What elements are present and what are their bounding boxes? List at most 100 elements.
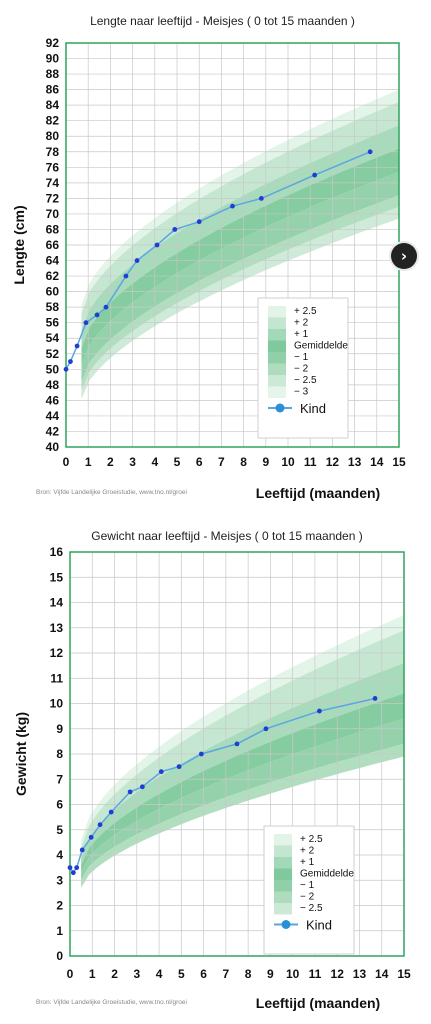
next-chart-button[interactable]: › <box>391 243 417 269</box>
y-tick-label: 44 <box>46 409 60 423</box>
reference-band <box>81 172 399 382</box>
chart-title: Gewicht naar leeftijd - Meisjes ( 0 tot … <box>91 529 362 543</box>
kind-point <box>108 809 114 815</box>
kind-point <box>312 172 318 178</box>
y-tick-label: 86 <box>46 83 60 97</box>
y-tick-label: 84 <box>46 98 60 112</box>
x-tick-label: 9 <box>267 967 274 981</box>
y-tick-label: 80 <box>46 129 60 143</box>
y-axis-label: Lengte (cm) <box>11 205 27 284</box>
y-tick-label: 76 <box>46 160 60 174</box>
y-tick-label: 4 <box>56 848 63 862</box>
x-tick-label: 2 <box>111 967 118 981</box>
reference-band <box>81 125 399 348</box>
legend-kind-dot <box>275 403 285 413</box>
reference-band <box>81 615 404 848</box>
y-tick-label: 7 <box>56 772 63 786</box>
kind-point <box>172 227 178 232</box>
y-tick-label: 1 <box>56 924 63 938</box>
kind-point <box>74 343 80 349</box>
x-tick-label: 6 <box>200 967 207 981</box>
source-note: Bron: Vijfde Landelijke Groeistudie, www… <box>36 489 187 496</box>
x-tick-label: 12 <box>326 455 340 469</box>
y-axis-label: Gewicht (kg) <box>13 712 29 796</box>
x-tick-label: 3 <box>133 967 140 981</box>
x-tick-label: 15 <box>397 967 411 981</box>
x-tick-label: 14 <box>375 967 389 981</box>
kind-point <box>316 708 322 714</box>
kind-point <box>127 789 133 795</box>
legend-kind-label: Kind <box>300 401 326 416</box>
plot-frame <box>69 551 405 957</box>
legend-entry: + 1 <box>300 857 315 868</box>
reference-band <box>81 89 399 314</box>
legend-entry: − 3 <box>294 387 309 398</box>
reference-band <box>81 630 404 858</box>
y-tick-label: 66 <box>46 238 60 252</box>
kind-point <box>367 149 373 155</box>
reference-band <box>81 743 404 888</box>
kind-point <box>234 741 240 747</box>
y-tick-label: 9 <box>56 722 63 736</box>
chevron-right-icon: › <box>400 247 408 265</box>
kind-point <box>198 751 204 757</box>
y-tick-label: 3 <box>56 873 63 887</box>
x-tick-label: 15 <box>392 455 406 469</box>
x-tick-label: 7 <box>223 967 230 981</box>
y-tick-label: 62 <box>46 269 60 283</box>
legend-entry: − 1 <box>294 352 309 363</box>
legend-entry: − 2.5 <box>300 903 323 914</box>
y-tick-label: 74 <box>46 176 60 190</box>
x-tick-label: 1 <box>85 455 92 469</box>
legend-swatch <box>268 363 286 375</box>
x-tick-label: 10 <box>281 455 295 469</box>
x-tick-label: 4 <box>151 455 158 469</box>
y-tick-label: 8 <box>56 747 63 761</box>
y-tick-label: 16 <box>50 545 64 559</box>
y-tick-label: 40 <box>46 440 60 454</box>
legend-swatch <box>274 834 292 846</box>
y-tick-label: 15 <box>50 570 64 584</box>
y-tick-label: 0 <box>56 949 63 963</box>
kind-point <box>372 696 378 701</box>
legend-swatch <box>274 868 292 880</box>
legend-entry: Gemiddelde <box>300 869 354 880</box>
x-tick-label: 8 <box>245 967 252 981</box>
legend-swatch <box>274 857 292 869</box>
legend-entry: − 2.5 <box>294 375 317 386</box>
kind-point <box>88 834 94 840</box>
kind-point <box>70 870 76 876</box>
legend-entry: − 2 <box>300 892 315 903</box>
length-chart: Lengte naar leeftijd - Meisjes ( 0 tot 1… <box>11 14 406 501</box>
y-tick-label: 50 <box>46 362 60 376</box>
y-tick-label: 10 <box>50 697 64 711</box>
legend-swatch <box>268 317 286 329</box>
x-axis-label: Leeftijd (maanden) <box>256 995 380 1011</box>
x-tick-label: 10 <box>286 967 300 981</box>
y-tick-label: 64 <box>46 254 60 268</box>
chart-title: Lengte naar leeftijd - Meisjes ( 0 tot 1… <box>90 14 355 28</box>
y-tick-label: 6 <box>56 798 63 812</box>
legend-kind-label: Kind <box>306 918 332 933</box>
legend-entry: + 2.5 <box>294 306 317 317</box>
kind-point <box>196 219 202 225</box>
legend-swatch <box>274 880 292 892</box>
kind-point <box>79 847 85 853</box>
kind-line <box>69 697 376 875</box>
legend-swatch <box>268 375 286 387</box>
legend-entry: + 2 <box>294 318 309 329</box>
x-axis-label: Leeftijd (maanden) <box>256 485 380 501</box>
x-tick-label: 8 <box>240 455 247 469</box>
y-tick-label: 2 <box>56 899 63 913</box>
x-tick-label: 7 <box>218 455 225 469</box>
kind-point <box>258 195 264 201</box>
kind-point <box>123 273 129 279</box>
kind-point <box>230 203 235 209</box>
legend-kind-dot <box>281 920 291 929</box>
x-tick-label: 6 <box>196 455 203 469</box>
x-tick-label: 5 <box>178 967 185 981</box>
y-tick-label: 92 <box>46 36 60 50</box>
